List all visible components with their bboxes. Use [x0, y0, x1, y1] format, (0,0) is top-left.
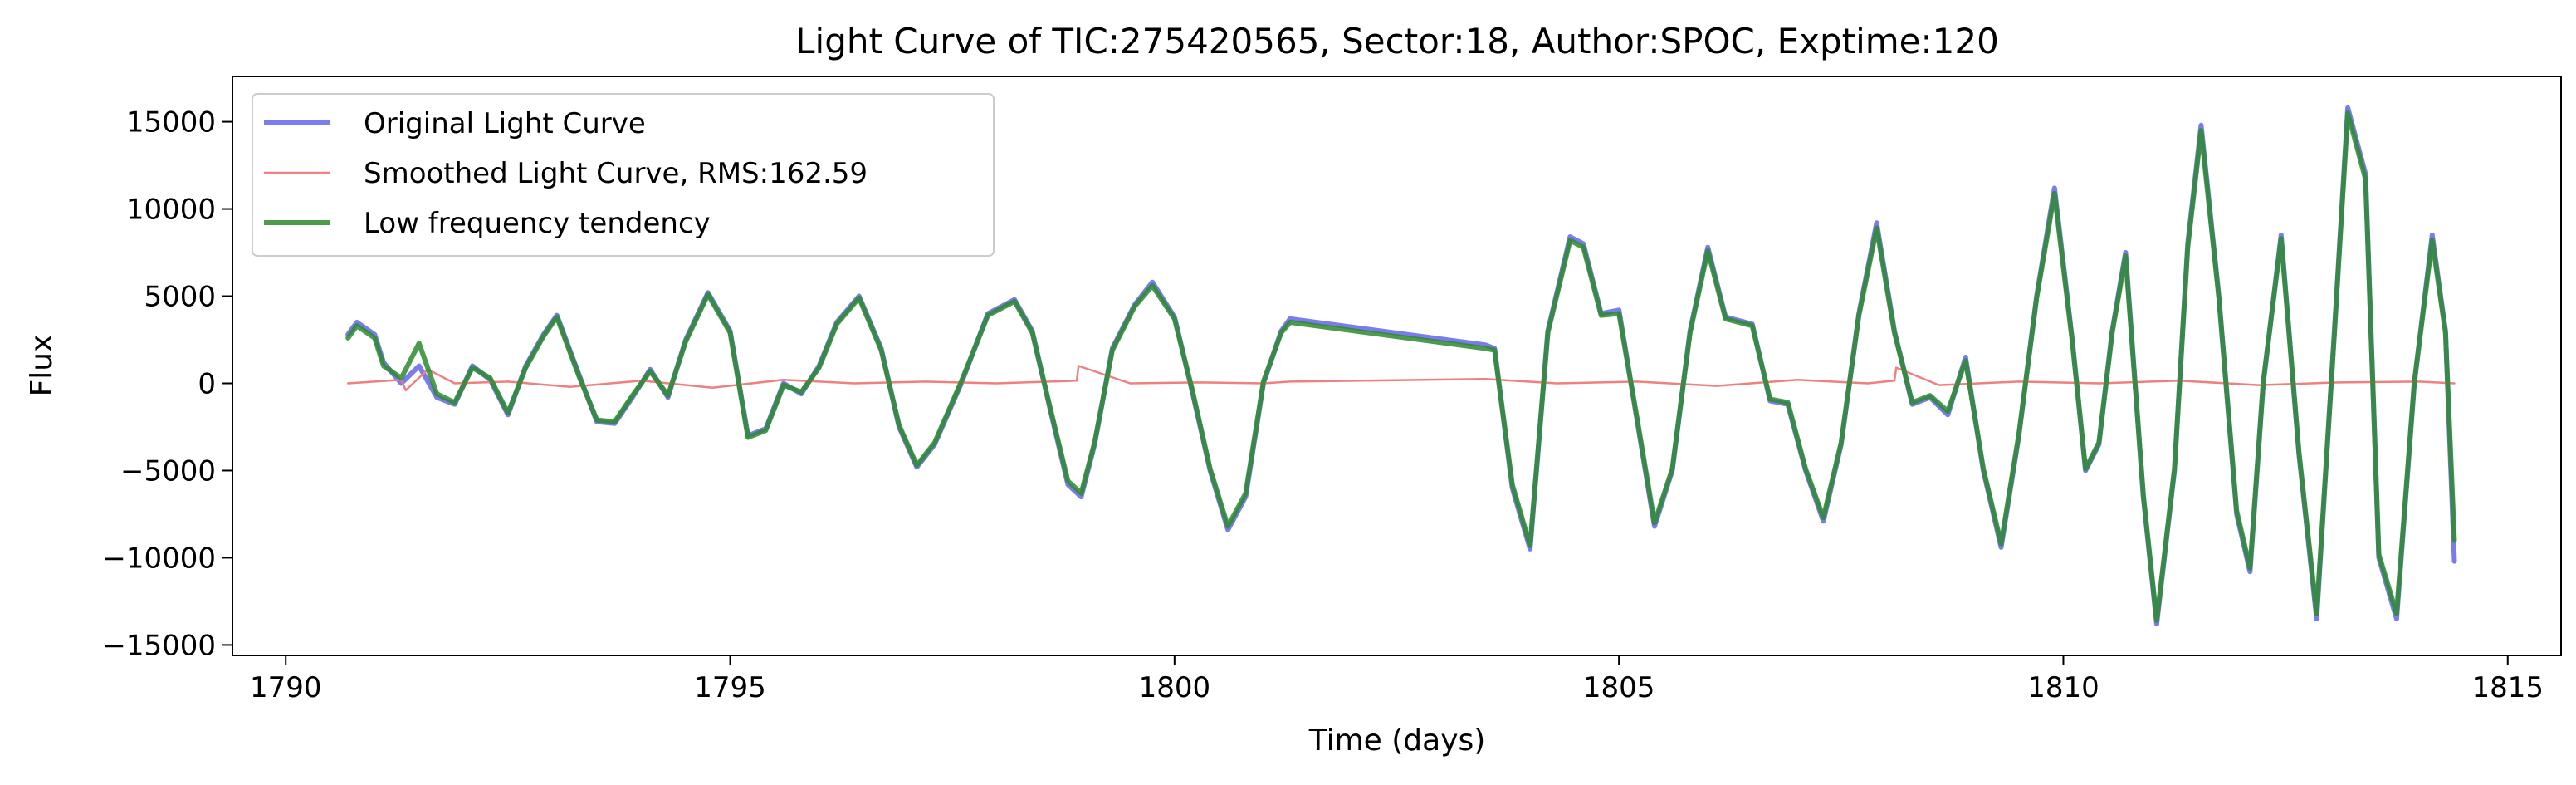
legend-label-low-frequency: Low frequency tendency — [364, 207, 711, 240]
plot-frame — [232, 76, 2562, 656]
legend-label-smoothed: Smoothed Light Curve, RMS:162.59 — [364, 157, 868, 190]
legend-label-original: Original Light Curve — [364, 107, 646, 140]
series-layer — [345, 105, 2457, 627]
y-tick-label: −10000 — [102, 542, 216, 575]
y-tick-label: 10000 — [126, 194, 216, 227]
tick-layer: 1790 1795 1800 1805 1810 1815 −15000 −10000 −500… — [102, 106, 2544, 704]
x-tick-label: 1815 — [2471, 671, 2544, 704]
x-tick-label: 1800 — [1139, 671, 1211, 704]
x-axis-label: Time (days) — [1308, 724, 1486, 758]
y-tick-label: −5000 — [120, 454, 216, 488]
y-tick-label: −15000 — [102, 629, 216, 662]
chart-title: Light Curve of TIC:275420565, Sector:18,… — [795, 21, 1999, 61]
x-tick-label: 1810 — [2027, 671, 2099, 704]
x-tick-label: 1795 — [694, 671, 766, 704]
y-axis-label: Flux — [25, 335, 59, 397]
y-tick-label: 0 — [198, 367, 216, 400]
series-line-low-frequency — [345, 110, 2457, 623]
legend-box — [252, 93, 995, 257]
y-tick-label: 5000 — [144, 281, 216, 314]
x-tick-label: 1790 — [250, 671, 322, 704]
y-tick-label: 15000 — [126, 106, 216, 140]
legend: Original Light Curve Smoothed Light Curv… — [252, 93, 995, 257]
x-tick-label: 1805 — [1583, 671, 1655, 704]
